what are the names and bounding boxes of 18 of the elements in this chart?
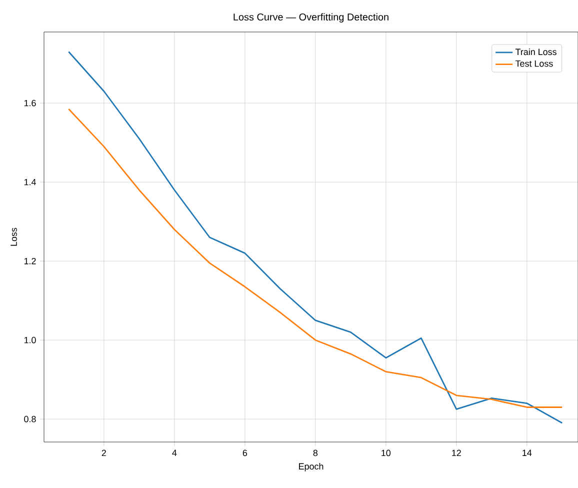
x-tick-label: 10 [382, 450, 391, 456]
x-tick-label: 8 [313, 450, 318, 456]
y-axis-title: Loss [10, 228, 17, 246]
line-series [68, 108, 563, 408]
y-tick-label: 1.6 [24, 100, 36, 106]
y-tick-label: 1.2 [24, 258, 36, 264]
x-axis-title: Epoch [299, 462, 324, 472]
chart-title: Loss Curve — Overfitting Detection [234, 13, 388, 22]
y-tick-label: 1.0 [24, 336, 36, 344]
x-tick-label: 2 [102, 450, 106, 456]
y-tick-label: 1.4 [24, 179, 36, 186]
legend-label: Train Loss [515, 48, 556, 56]
y-tick-label: 0.8 [24, 416, 36, 422]
x-tick-label: 4 [172, 450, 177, 456]
x-tick-label: 6 [242, 450, 248, 456]
x-tick-label: 12 [452, 450, 461, 456]
legend-label: Test Loss [515, 60, 553, 67]
x-tick-label: 14 [522, 450, 532, 456]
